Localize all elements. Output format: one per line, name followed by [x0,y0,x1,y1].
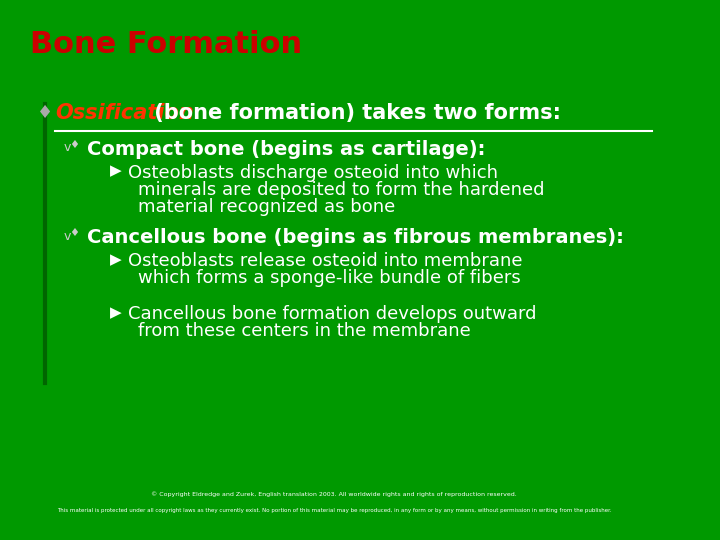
Text: material recognized as bone: material recognized as bone [138,198,396,216]
Text: Cancellous bone (begins as fibrous membranes):: Cancellous bone (begins as fibrous membr… [87,228,624,247]
Text: Cancellous bone formation develops outward: Cancellous bone formation develops outwa… [128,305,537,323]
Text: © Copyright Eldredge and Zurek, English translation 2003. All worldwide rights a: © Copyright Eldredge and Zurek, English … [151,491,517,497]
Text: ▶: ▶ [110,305,122,320]
Text: (bone formation) takes two forms:: (bone formation) takes two forms: [147,103,561,123]
Text: Compact bone (begins as cartilage):: Compact bone (begins as cartilage): [87,140,485,159]
Text: from these centers in the membrane: from these centers in the membrane [138,322,471,340]
Text: v: v [63,230,71,242]
Text: minerals are deposited to form the hardened: minerals are deposited to form the harde… [138,181,545,199]
Text: Osteoblasts discharge osteoid into which: Osteoblasts discharge osteoid into which [128,164,498,181]
Text: ▶: ▶ [110,252,122,267]
Text: v: v [63,141,71,154]
Text: which forms a sponge-like bundle of fibers: which forms a sponge-like bundle of fibe… [138,269,521,287]
Text: ♦: ♦ [70,228,79,239]
Text: Osteoblasts release osteoid into membrane: Osteoblasts release osteoid into membran… [128,252,523,270]
Text: This material is protected under all copyright laws as they currently exist. No : This material is protected under all cop… [57,508,611,512]
Text: ▶: ▶ [110,164,122,179]
Text: ♦: ♦ [70,140,79,151]
Text: Ossification: Ossification [55,103,194,123]
Text: Bone Formation: Bone Formation [30,30,302,59]
Text: ♦: ♦ [37,104,53,122]
